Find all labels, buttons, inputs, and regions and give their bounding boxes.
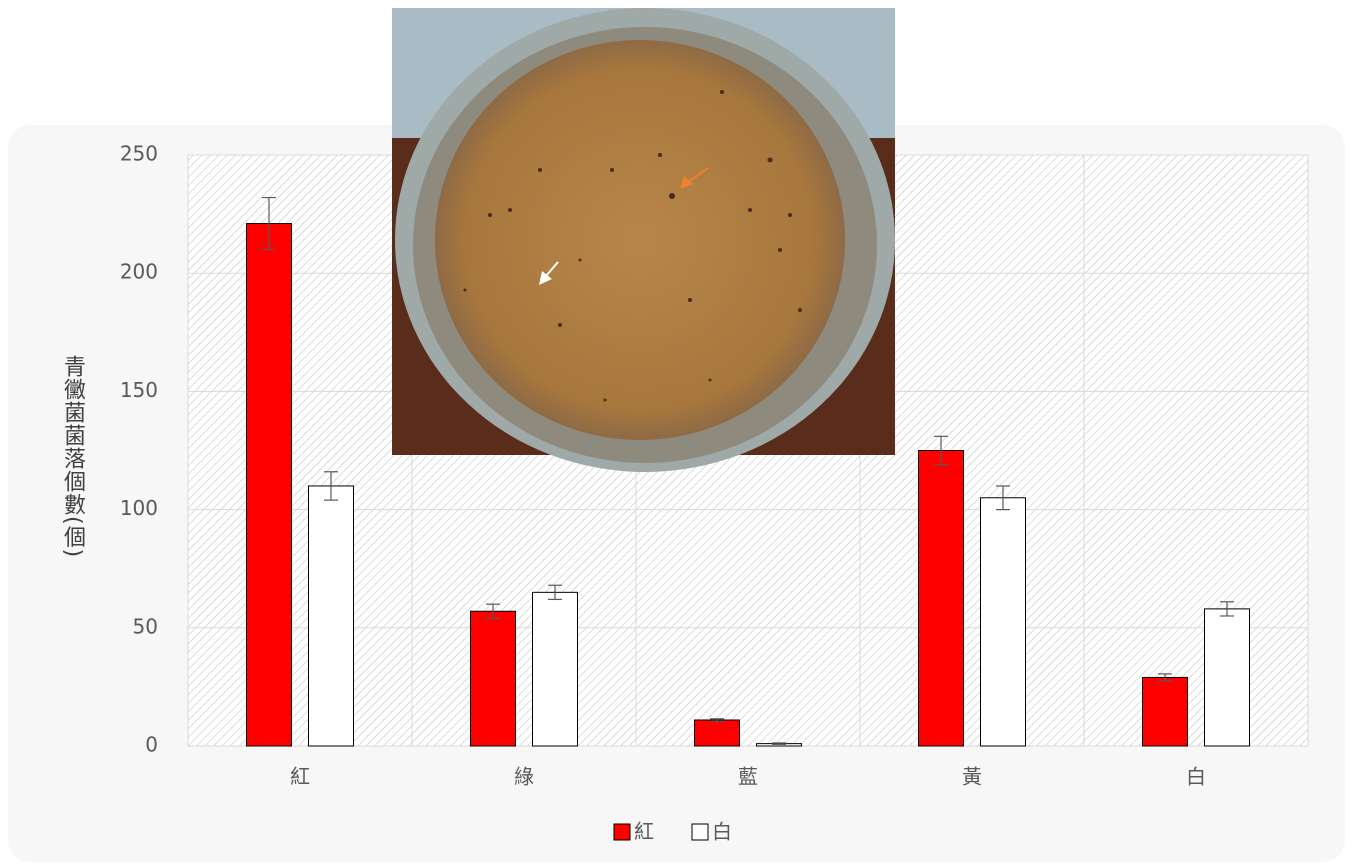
y-tick-label: 250 [120,142,158,166]
inset-photo [392,8,895,472]
bar [247,224,292,746]
legend-swatch [692,824,708,840]
y-tick-label: 100 [120,496,158,520]
bar [981,498,1026,746]
y-tick-label: 200 [120,260,158,284]
x-tick-label: 綠 [514,765,534,789]
x-tick-label: 紅 [290,765,310,789]
y-axis-label: 青黴菌菌落個數(個) [60,355,86,558]
bar [309,486,354,746]
x-tick-label: 黃 [962,765,982,789]
bar [1143,677,1188,746]
x-tick-label: 白 [1186,765,1206,789]
legend-label: 紅 [634,820,654,844]
legend-swatch [614,824,630,840]
bar [533,592,578,746]
legend-label: 白 [712,820,732,844]
bar [919,451,964,747]
bar [695,720,740,746]
bar [1205,609,1250,746]
y-tick-label: 50 [133,614,158,638]
y-tick-label: 0 [145,733,158,757]
y-tick-label: 150 [120,378,158,402]
chart: 050100150200250紅綠藍黃白 青黴菌菌落個數(個) 紅白 [0,0,1352,865]
bar [471,611,516,746]
x-tick-label: 藍 [738,765,758,789]
